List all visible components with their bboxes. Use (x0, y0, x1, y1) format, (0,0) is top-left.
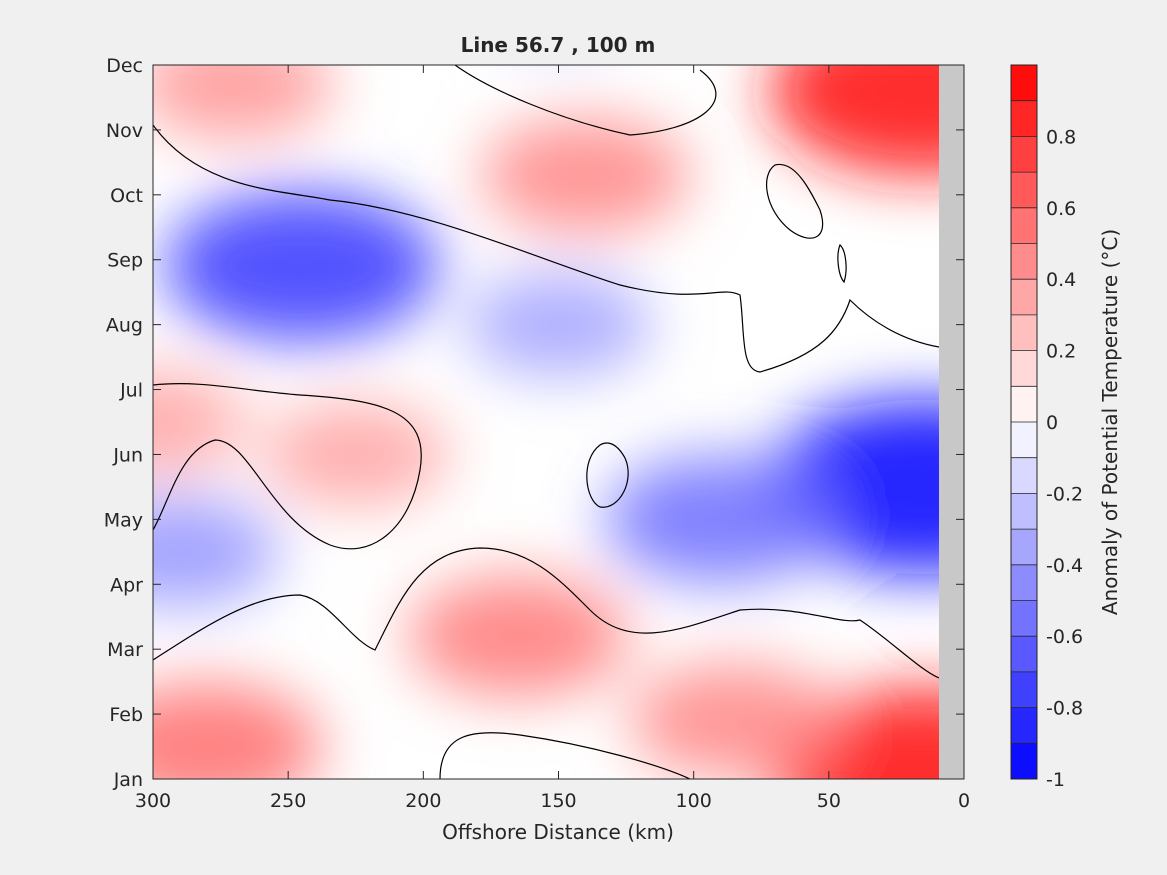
colorbar-tick-label: -0.2 (1046, 483, 1083, 505)
colorbar-band (1011, 457, 1037, 494)
y-tick-label: Apr (110, 574, 143, 596)
anomaly-warm-cell (769, 65, 939, 176)
y-axis: Jan Feb Mar Apr May Jun Jul Aug Sep Oct Nov Dec (104, 55, 964, 791)
colorbar-bands (1011, 65, 1037, 780)
colorbar-band (1011, 743, 1037, 780)
colorbar-tick-label: -0.8 (1046, 698, 1083, 720)
colorbar-tick-label: 0.8 (1046, 126, 1076, 148)
colorbar-band (1011, 386, 1037, 423)
colorbar-band (1011, 65, 1037, 102)
colorbar-band (1011, 207, 1037, 244)
colorbar-band (1011, 600, 1037, 637)
zero-contour-line (153, 383, 422, 550)
x-tick-label: 200 (405, 790, 441, 812)
y-tick-label: Dec (106, 55, 143, 77)
zero-contour-line (153, 124, 939, 373)
colorbar-band (1011, 636, 1037, 673)
y-tick-label: Sep (107, 250, 143, 272)
colorbar: 0.8 0.6 0.4 0.2 0 -0.2 -0.4 -0.6 -0.8 -1 Anomaly … (1010, 64, 1122, 791)
colorbar-band (1011, 422, 1037, 459)
colorbar-band (1011, 564, 1037, 601)
colorbar-band (1011, 707, 1037, 744)
colorbar-label: Anomaly of Potential Temperature (°C) (1098, 229, 1122, 615)
colorbar-band (1011, 279, 1037, 316)
colorbar-band (1011, 172, 1037, 209)
chart-title: Line 56.7 , 100 m (461, 33, 656, 57)
plot-area (152, 64, 965, 780)
zero-contour-line (439, 732, 691, 779)
anomaly-warm-cell (481, 117, 691, 233)
y-tick-label: Jun (112, 444, 143, 466)
x-axis-label: Offshore Distance (km) (442, 820, 674, 844)
anomaly-warm-cell (407, 575, 628, 697)
anomaly-cold-cell (605, 455, 837, 583)
anomaly-field (153, 65, 939, 779)
colorbar-tick-label: 0 (1046, 412, 1058, 434)
y-tick-label: Nov (106, 120, 143, 142)
y-tick-label: Oct (110, 185, 143, 207)
y-tick-label: Jul (119, 380, 143, 402)
anomaly-warm-cell (153, 65, 334, 139)
y-tick-label: Mar (107, 639, 143, 661)
zero-contour-line (586, 442, 629, 508)
colorbar-band (1011, 243, 1037, 280)
anomaly-warm-cell (153, 370, 247, 474)
colorbar-band (1011, 493, 1037, 530)
land-mask (939, 65, 964, 779)
colorbar-band (1011, 671, 1037, 709)
zero-contour-line (153, 547, 939, 679)
colorbar-band (1011, 100, 1037, 137)
colorbar-band (1011, 314, 1037, 352)
zero-contour-line (766, 163, 824, 239)
colorbar-band (1011, 529, 1037, 566)
x-tick-label: 100 (676, 790, 712, 812)
anomaly-cold-cell (465, 273, 652, 377)
anomaly-cold-cell (153, 497, 280, 607)
colorbar-tick-label: 0.6 (1046, 198, 1076, 220)
x-tick-label: 150 (540, 790, 576, 812)
colorbar-tick-label: 0.2 (1046, 341, 1076, 363)
colorbar-band (1011, 136, 1037, 173)
zero-contour-line (837, 244, 847, 284)
x-tick-label: 300 (135, 790, 171, 812)
y-tick-label: May (104, 509, 143, 531)
x-tick-label: 250 (270, 790, 306, 812)
anomaly-warm-cell (262, 403, 450, 506)
x-tick-label: 50 (817, 790, 841, 812)
x-axis: 300 250 200 150 100 50 0 (135, 65, 970, 812)
colorbar-tick-label: -1 (1046, 769, 1065, 791)
y-tick-label: Feb (109, 704, 143, 726)
colorbar-tick-label: 0.4 (1046, 269, 1076, 291)
y-tick-label: Aug (106, 315, 143, 337)
colorbar-band (1011, 350, 1037, 387)
anomaly-cold-cell (164, 190, 440, 342)
x-tick-label: 0 (958, 790, 970, 812)
zero-contours (153, 65, 939, 779)
zero-contour-line (454, 65, 717, 136)
y-tick-label: Jan (113, 769, 143, 791)
colorbar-ticks: 0.8 0.6 0.4 0.2 0 -0.2 -0.4 -0.6 -0.8 -1 (1011, 64, 1083, 791)
anomaly-warm-cell (629, 663, 839, 779)
colorbar-tick-label: -0.4 (1046, 555, 1083, 577)
colorbar-tick-label: -0.6 (1046, 626, 1083, 648)
anomaly-warm-cell (153, 683, 323, 779)
